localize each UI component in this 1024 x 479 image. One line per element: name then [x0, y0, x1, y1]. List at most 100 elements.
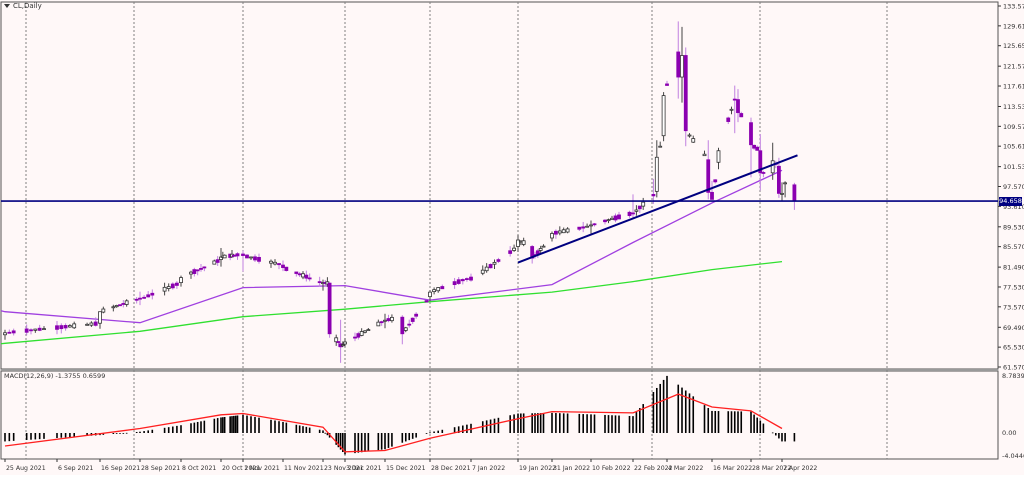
bear-candle[interactable] [400, 316, 405, 335]
bull-candle[interactable] [432, 289, 437, 293]
bear-candle[interactable] [464, 278, 469, 280]
bull-candle[interactable] [3, 332, 7, 336]
bear-candle[interactable] [356, 333, 361, 338]
bull-candle[interactable] [557, 230, 562, 234]
bear-candle[interactable] [410, 317, 415, 322]
bull-candle[interactable] [783, 182, 787, 185]
bear-candle[interactable] [736, 99, 740, 114]
bear-candle[interactable] [317, 281, 322, 284]
bear-candle[interactable] [297, 273, 302, 276]
bear-candle[interactable] [138, 297, 142, 300]
bull-candle[interactable] [68, 325, 72, 328]
bear-candle[interactable] [710, 191, 714, 200]
bear-candle[interactable] [631, 212, 635, 215]
bear-candle[interactable] [24, 328, 29, 333]
bear-candle[interactable] [277, 263, 281, 266]
bear-candle[interactable] [554, 230, 558, 235]
dropdown-triangle-icon[interactable] [4, 4, 10, 8]
bear-candle[interactable] [63, 325, 68, 329]
bear-candle[interactable] [134, 298, 139, 301]
bear-candle[interactable] [55, 325, 59, 330]
bull-candle[interactable] [222, 254, 227, 259]
bear-candle[interactable] [627, 211, 632, 216]
bull-candle[interactable] [565, 228, 570, 233]
bull-candle[interactable] [363, 330, 367, 333]
bear-candle[interactable] [215, 259, 220, 263]
bear-candle[interactable] [59, 325, 64, 330]
bear-candle[interactable] [202, 266, 207, 269]
bear-candle[interactable] [603, 219, 607, 223]
bull-candle[interactable] [480, 269, 485, 274]
bear-candle[interactable] [257, 256, 261, 262]
bull-candle[interactable] [340, 344, 345, 347]
bull-candle[interactable] [269, 260, 273, 264]
bull-candle[interactable] [42, 328, 46, 331]
bear-candle[interactable] [665, 83, 669, 86]
bear-candle[interactable] [460, 279, 465, 282]
bull-candle[interactable] [634, 209, 639, 212]
bear-candle[interactable] [613, 215, 618, 221]
bear-candle[interactable] [195, 269, 200, 272]
bear-candle[interactable] [761, 172, 766, 174]
bull-candle[interactable] [189, 271, 193, 275]
bear-candle[interactable] [37, 327, 42, 331]
bear-candle[interactable] [651, 193, 656, 197]
bear-candle[interactable] [170, 283, 175, 289]
bear-candle[interactable] [469, 276, 473, 281]
bear-candle[interactable] [386, 318, 391, 322]
bear-candle[interactable] [327, 282, 332, 335]
bull-candle[interactable] [249, 256, 253, 259]
bull-candle[interactable] [212, 260, 217, 265]
bull-candle[interactable] [550, 233, 554, 239]
bear-candle[interactable] [777, 165, 781, 194]
bear-candle[interactable] [424, 300, 429, 303]
bear-candle[interactable] [353, 336, 357, 339]
bull-candle[interactable] [538, 248, 543, 251]
bear-candle[interactable] [174, 282, 179, 286]
bear-candle[interactable] [456, 279, 461, 284]
bear-candle[interactable] [379, 321, 384, 324]
bull-candle[interactable] [383, 319, 387, 322]
bear-candle[interactable] [121, 303, 126, 305]
bear-candle[interactable] [792, 184, 797, 202]
bear-candle[interactable] [7, 331, 12, 334]
bear-candle[interactable] [150, 292, 155, 296]
bull-candle[interactable] [124, 300, 129, 305]
bull-candle[interactable] [114, 305, 119, 308]
bull-candle[interactable] [658, 145, 663, 148]
bull-candle[interactable] [654, 156, 659, 192]
bear-candle[interactable] [683, 55, 688, 132]
bull-candle[interactable] [541, 245, 546, 248]
bull-candle[interactable] [492, 262, 497, 265]
bull-candle[interactable] [641, 201, 646, 207]
bear-candle[interactable] [592, 223, 597, 226]
bull-candle[interactable] [589, 224, 593, 227]
bull-candle[interactable] [484, 266, 489, 272]
bear-candle[interactable] [281, 264, 285, 268]
bear-candle[interactable] [235, 253, 240, 257]
bear-candle[interactable] [452, 281, 457, 286]
bear-candle[interactable] [676, 51, 681, 78]
bear-candle[interactable] [617, 214, 621, 220]
bear-candle[interactable] [11, 330, 16, 334]
bull-candle[interactable] [521, 240, 526, 245]
bull-candle[interactable] [33, 328, 38, 331]
bull-candle[interactable] [343, 341, 347, 345]
bull-candle[interactable] [301, 273, 305, 278]
bull-candle[interactable] [366, 329, 371, 331]
bull-candle[interactable] [661, 95, 666, 137]
bear-candle[interactable] [336, 341, 341, 343]
bull-candle[interactable] [98, 311, 102, 324]
bull-candle[interactable] [101, 308, 106, 313]
bull-candle[interactable] [359, 331, 364, 336]
bear-candle[interactable] [752, 144, 756, 149]
bear-candle[interactable] [245, 254, 249, 259]
bull-candle[interactable] [162, 286, 167, 292]
bull-candle[interactable] [436, 287, 441, 292]
bear-candle[interactable] [146, 294, 151, 298]
bear-candle[interactable] [93, 321, 98, 326]
bear-candle[interactable] [29, 329, 33, 332]
bull-candle[interactable] [390, 316, 394, 322]
